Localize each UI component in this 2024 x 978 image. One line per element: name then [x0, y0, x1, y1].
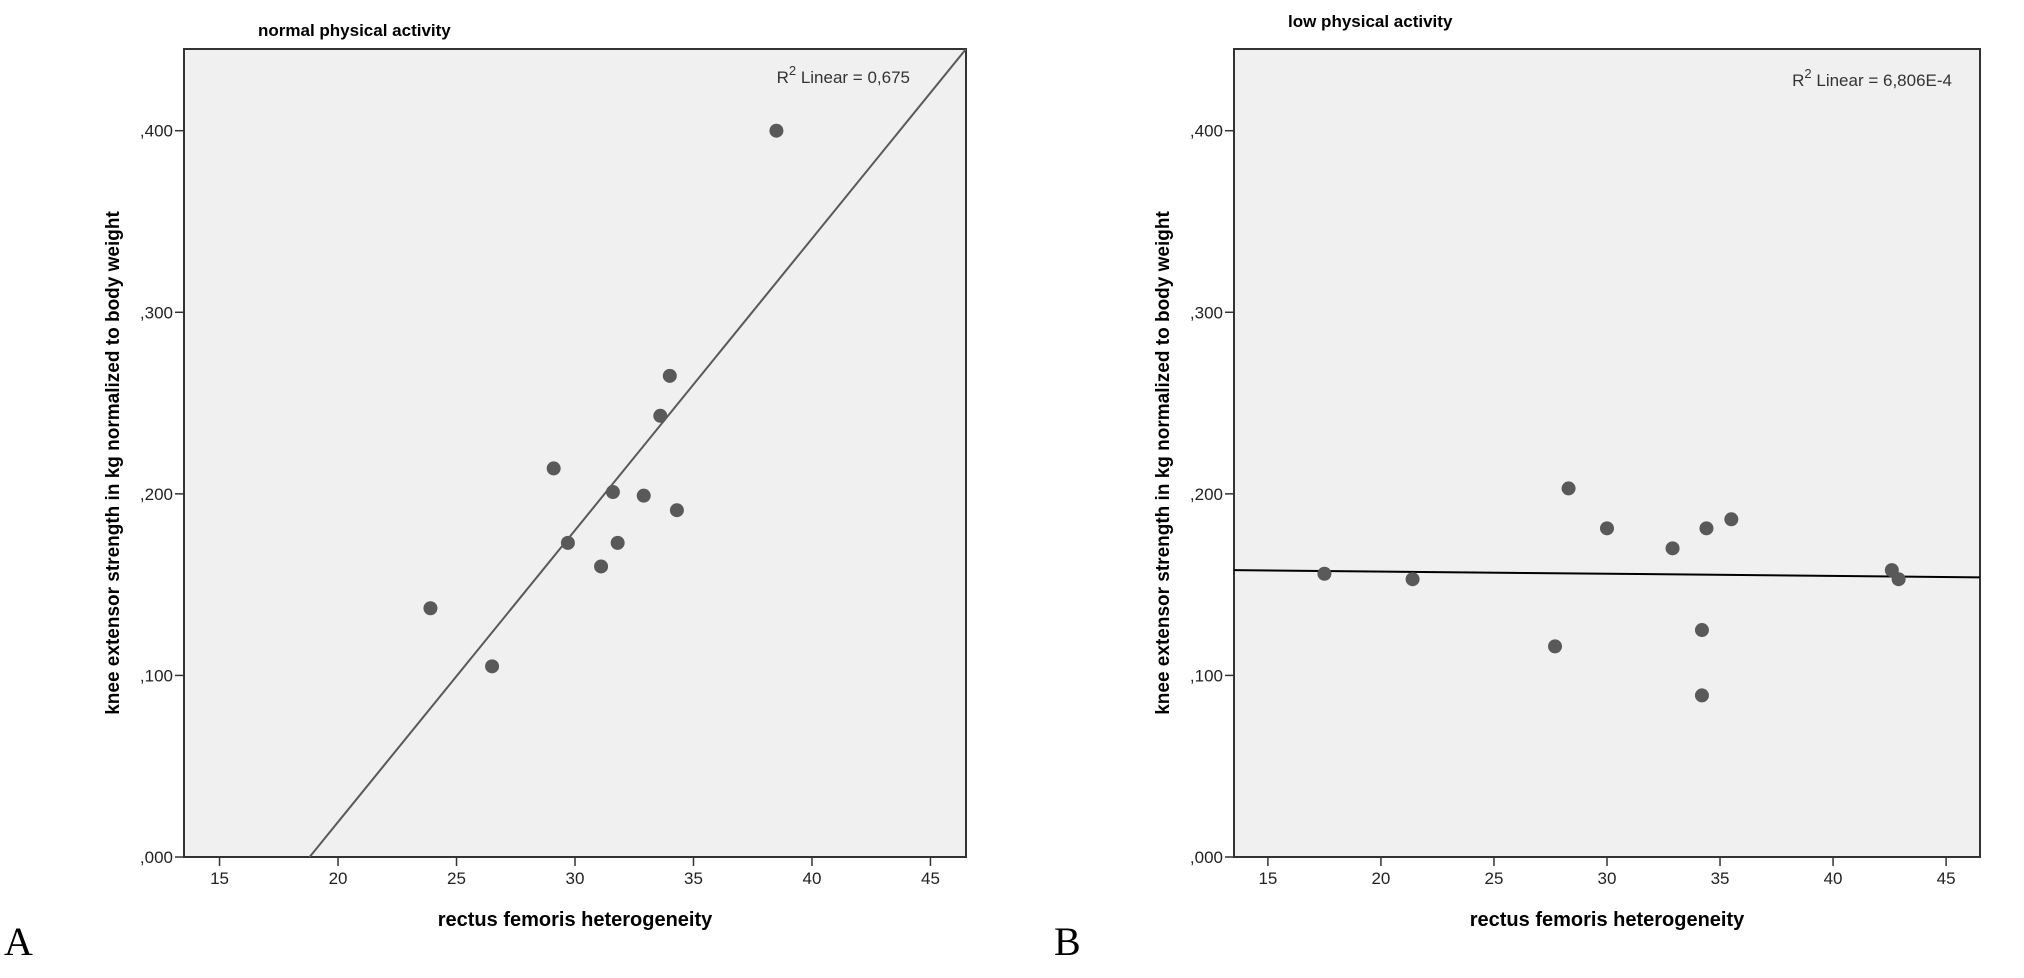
x-tick-label: 45: [1937, 869, 1956, 888]
x-tick-label: 35: [684, 869, 703, 888]
fit-line: [308, 49, 966, 857]
data-point: [605, 485, 620, 500]
y-tick-label: ,300: [140, 303, 173, 322]
x-tick-label: 35: [1711, 869, 1730, 888]
data-point: [1694, 623, 1709, 638]
r2-superscript: 2: [789, 63, 796, 78]
x-tick-label: 30: [566, 869, 585, 888]
r2-value: Linear = 6,806E-4: [1812, 71, 1952, 90]
y-tick-label: ,200: [140, 485, 173, 504]
chart-title: normal physical activity: [258, 21, 451, 40]
y-axis-label: knee extensor strength in kg normalized …: [1153, 211, 1174, 715]
r2-superscript: 2: [1804, 66, 1811, 81]
y-tick-label: ,200: [1190, 485, 1223, 504]
fit-line: [1234, 569, 1980, 579]
x-axis-label: rectus femoris heterogeneity: [438, 909, 713, 931]
x-tick-label: 25: [447, 869, 466, 888]
data-point: [1405, 572, 1420, 587]
r2-value: Linear = 0,675: [796, 68, 910, 87]
data-point: [485, 659, 500, 674]
data-point: [662, 368, 677, 383]
data-point: [1699, 521, 1714, 536]
y-tick-label: ,000: [140, 848, 173, 867]
data-point: [1548, 639, 1563, 654]
x-tick-label: 40: [1824, 869, 1843, 888]
y-tick-label: ,400: [1190, 122, 1223, 141]
y-tick-label: ,400: [140, 122, 173, 141]
panel-label-b: B: [1054, 919, 1081, 964]
data-point: [1600, 521, 1614, 536]
data-point: [1891, 572, 1906, 587]
panel-label-a: A: [4, 919, 33, 964]
data-point: [594, 559, 609, 574]
y-tick-label: ,000: [1190, 848, 1223, 867]
data-point: [546, 461, 561, 476]
data-point: [653, 408, 668, 423]
data-point: [769, 123, 784, 138]
r2-annotation: R2 Linear = 6,806E-4: [1792, 66, 1952, 90]
scatter-plot-b: low physical activity 15 20 25 30 35 40 45 ,000,…: [1153, 12, 1981, 931]
x-tick-label: 15: [210, 869, 229, 888]
plot-area: [1233, 48, 1981, 858]
x-tick-label: 45: [921, 869, 940, 888]
y-tick-label: ,300: [1190, 303, 1223, 322]
r2-symbol: R: [1792, 71, 1804, 90]
data-point: [669, 503, 684, 518]
r2-annotation: R2 Linear = 0,675: [777, 63, 910, 87]
y-tick-label: ,100: [1190, 666, 1223, 685]
data-point: [636, 488, 651, 503]
x-tick-label: 20: [1371, 869, 1390, 888]
data-point: [560, 535, 575, 550]
x-tick-label: 25: [1485, 869, 1504, 888]
plot-area: [183, 48, 967, 858]
data-point: [423, 601, 438, 616]
data-point: [1561, 481, 1576, 496]
y-tick-label: ,100: [140, 666, 173, 685]
r2-symbol: R: [777, 68, 789, 87]
data-point: [1665, 541, 1680, 556]
data-point: [1724, 512, 1739, 527]
data-point: [1694, 688, 1709, 703]
data-point: [1317, 566, 1332, 581]
chart-panel-b: low physical activity 15 20 25 30 35 40 45 ,000,…: [1012, 0, 2024, 978]
data-point: [610, 535, 625, 550]
x-tick-label: 20: [329, 869, 348, 888]
chart-title: low physical activity: [1288, 12, 1453, 31]
chart-panel-a: normal physical activity 15 20 25 30 35 40 45 ,0…: [103, 21, 967, 931]
x-axis-label: rectus femoris heterogeneity: [1470, 909, 1745, 931]
x-tick-label: 40: [803, 869, 822, 888]
y-axis-label: knee extensor strength in kg normalized …: [103, 211, 124, 715]
scatter-plot-a: normal physical activity 15 20 25 30 35 40 45 ,0…: [103, 21, 967, 931]
x-tick-label: 15: [1258, 869, 1277, 888]
x-tick-label: 30: [1598, 869, 1617, 888]
